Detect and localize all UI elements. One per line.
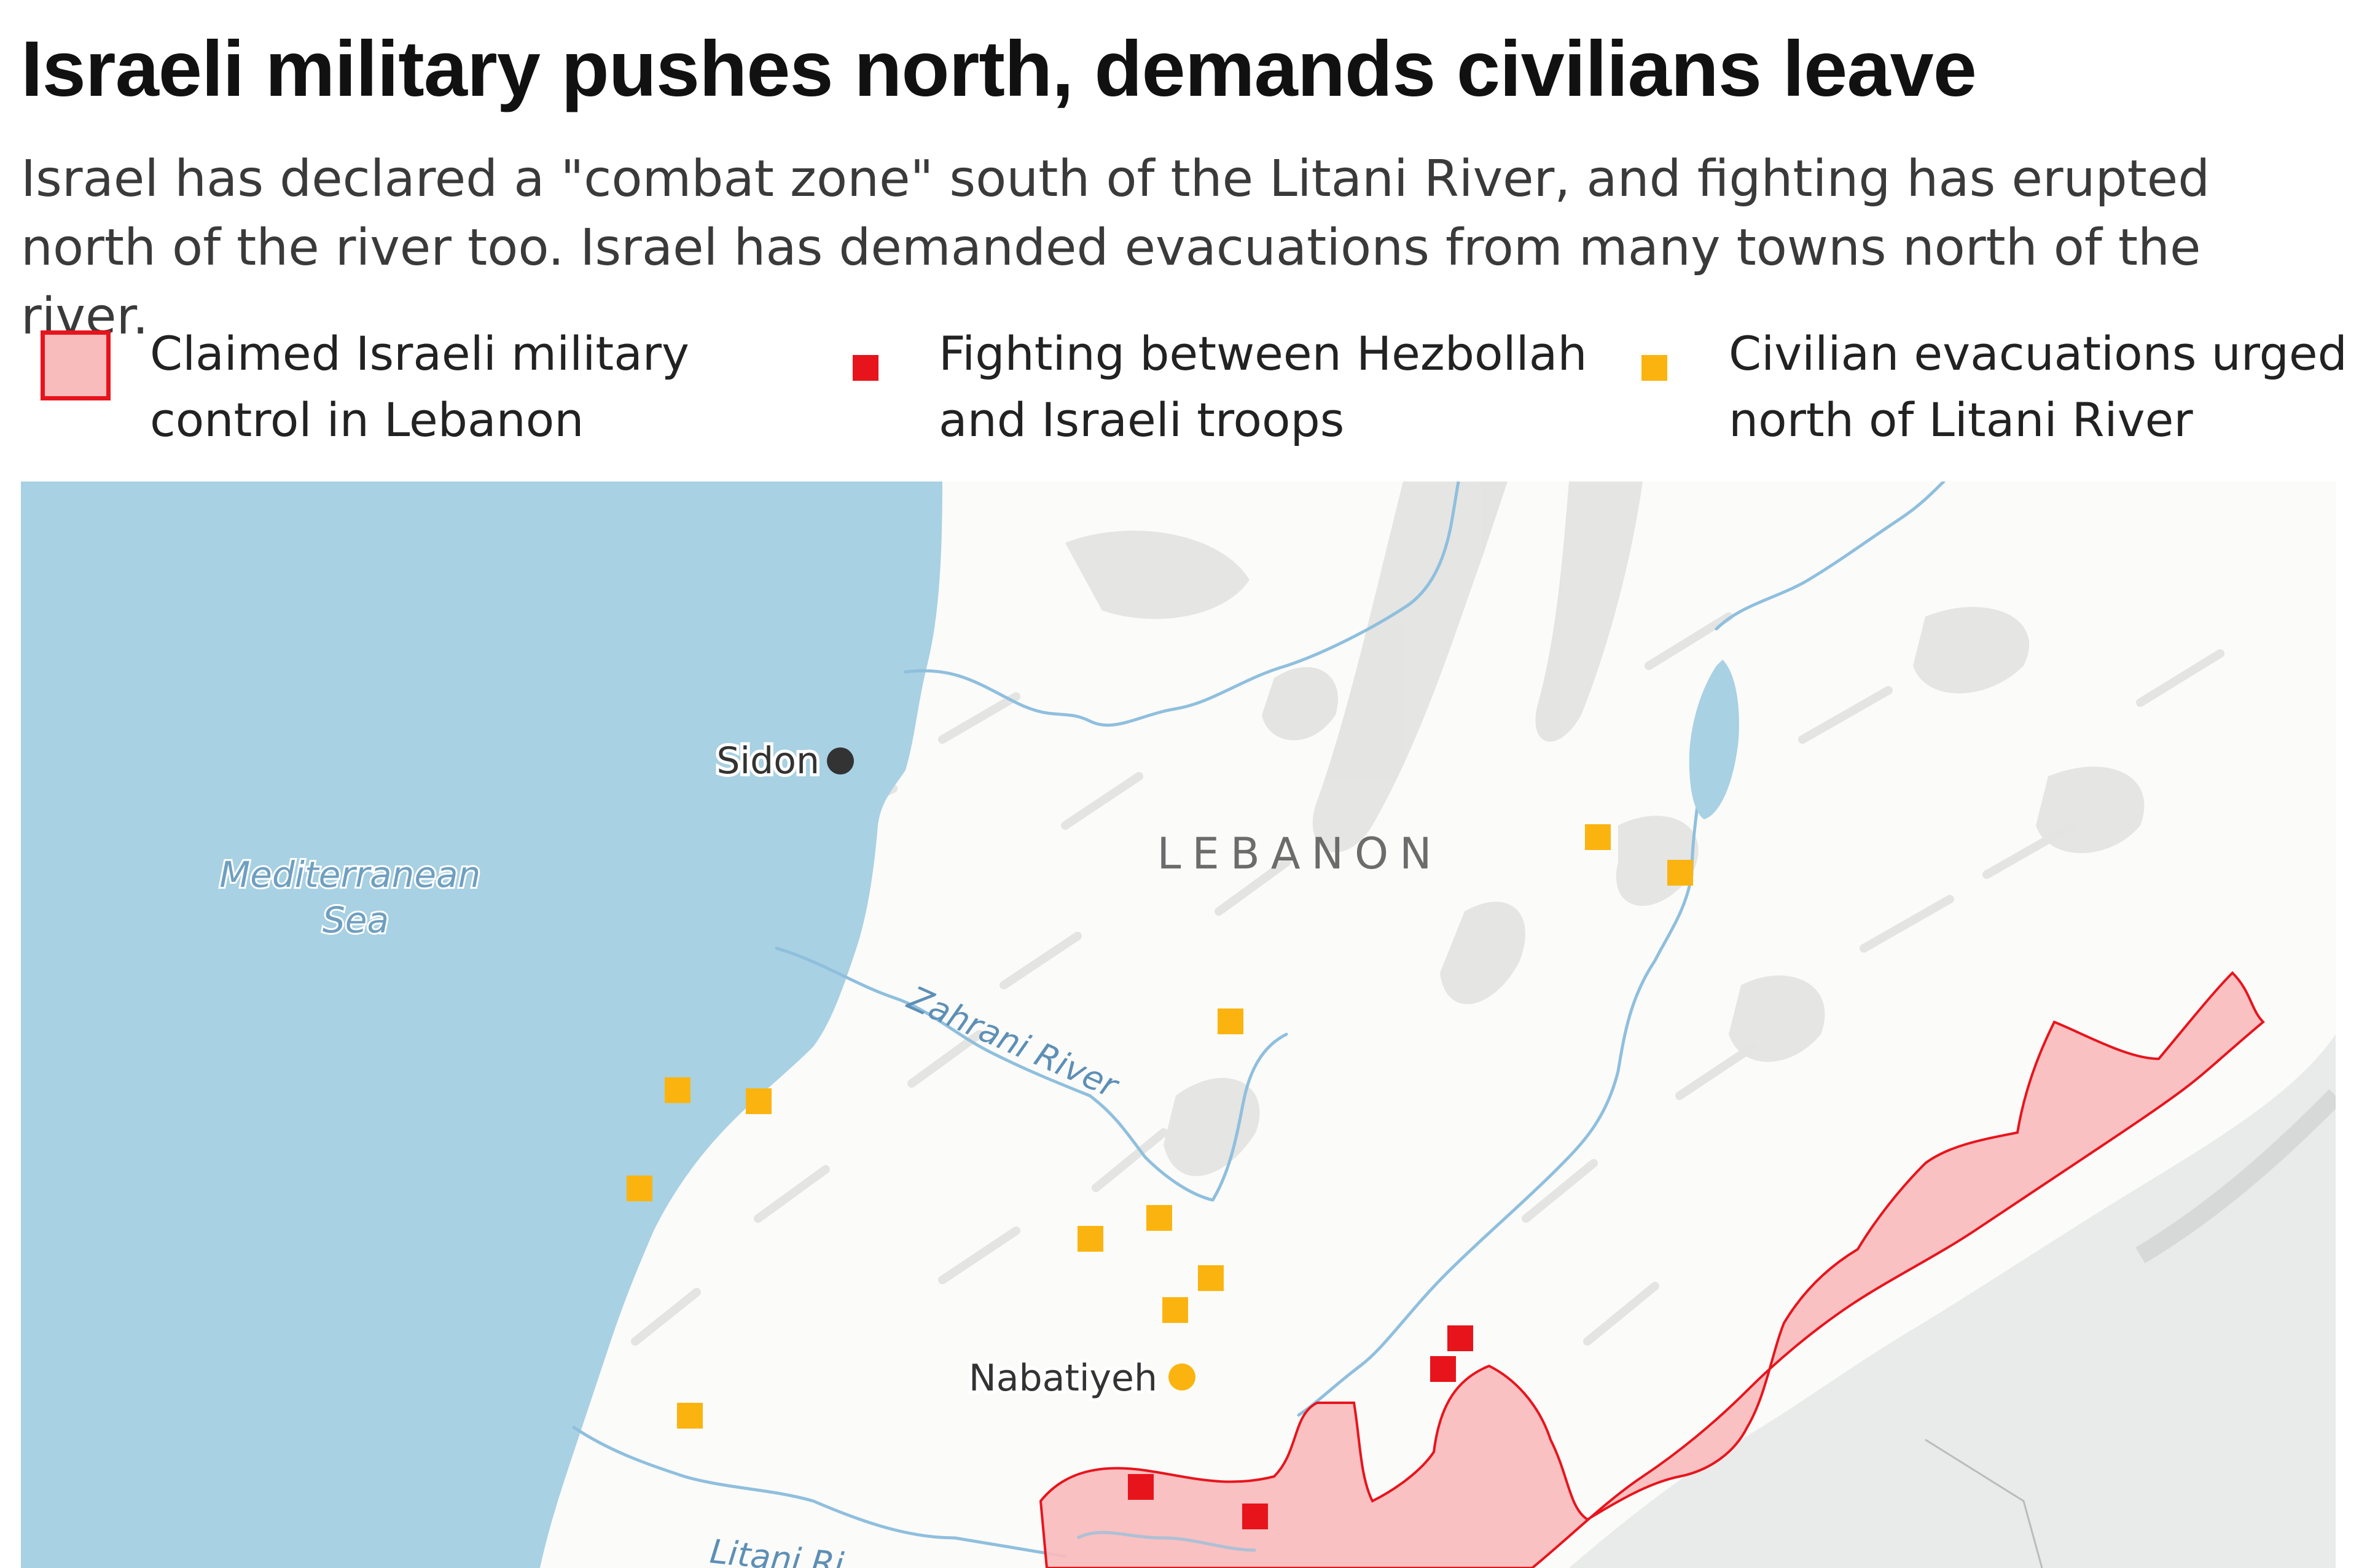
map-canvas: Sidon Nabatiyeh LEBANON Mediterranean Se…	[21, 482, 2336, 1568]
evacuation-marker	[1198, 1265, 1224, 1291]
fighting-marker	[1242, 1504, 1268, 1529]
qaraoun-lake	[1689, 660, 1739, 819]
legend-swatch-israeli-control	[41, 330, 111, 400]
mediterranean-sea	[21, 482, 942, 1568]
evacuation-markers	[627, 824, 1693, 1429]
city-marker-nabatiyeh	[1168, 1363, 1195, 1391]
evacuation-marker	[627, 1176, 652, 1201]
evacuation-marker	[1218, 1008, 1243, 1034]
border-line	[1925, 1438, 2043, 1568]
evacuation-marker	[746, 1088, 772, 1114]
country-label-lebanon: LEBANON	[1157, 829, 1443, 879]
evacuation-marker	[1146, 1205, 1172, 1231]
evacuation-marker	[1162, 1297, 1188, 1323]
legend-swatch-evacuation	[1641, 355, 1667, 381]
fighting-marker	[1430, 1356, 1456, 1382]
evacuation-marker	[677, 1403, 703, 1429]
sea-label-line-1: Mediterranean	[219, 854, 480, 895]
fighting-marker	[1128, 1474, 1154, 1500]
evacuation-marker	[1585, 824, 1611, 850]
sea-label: Mediterranean Sea	[219, 854, 492, 941]
fighting-marker	[1447, 1325, 1473, 1351]
legend-swatch-fighting	[853, 355, 878, 381]
page-subtitle: Israel has declared a "combat zone" sout…	[21, 150, 2210, 346]
evacuation-marker	[1667, 860, 1693, 886]
legend-label-evacuation: Civilian evacuations urged north of Lita…	[1729, 326, 2347, 447]
legend-label-israeli-control: Claimed Israeli military control in Leba…	[150, 326, 690, 447]
city-label-nabatiyeh: Nabatiyeh	[969, 1357, 1157, 1400]
israeli-control-area	[1039, 971, 2265, 1568]
legend-label-fighting: Fighting between Hezbollah and Israeli t…	[939, 326, 1587, 447]
city-label-sidon: Sidon	[716, 739, 820, 782]
terrain-shading	[801, 482, 2145, 1176]
evacuation-marker	[665, 1077, 690, 1103]
neighboring-territory	[1569, 1034, 2336, 1568]
map-area: Sidon Nabatiyeh LEBANON Mediterranean Se…	[21, 482, 2336, 1568]
fighting-markers	[1128, 1325, 1473, 1529]
evacuation-marker	[1078, 1226, 1103, 1252]
city-marker-sidon	[827, 747, 854, 774]
sea-label-line-2: Sea	[323, 899, 389, 941]
page-title: Israeli military pushes north, demands c…	[21, 25, 1977, 113]
